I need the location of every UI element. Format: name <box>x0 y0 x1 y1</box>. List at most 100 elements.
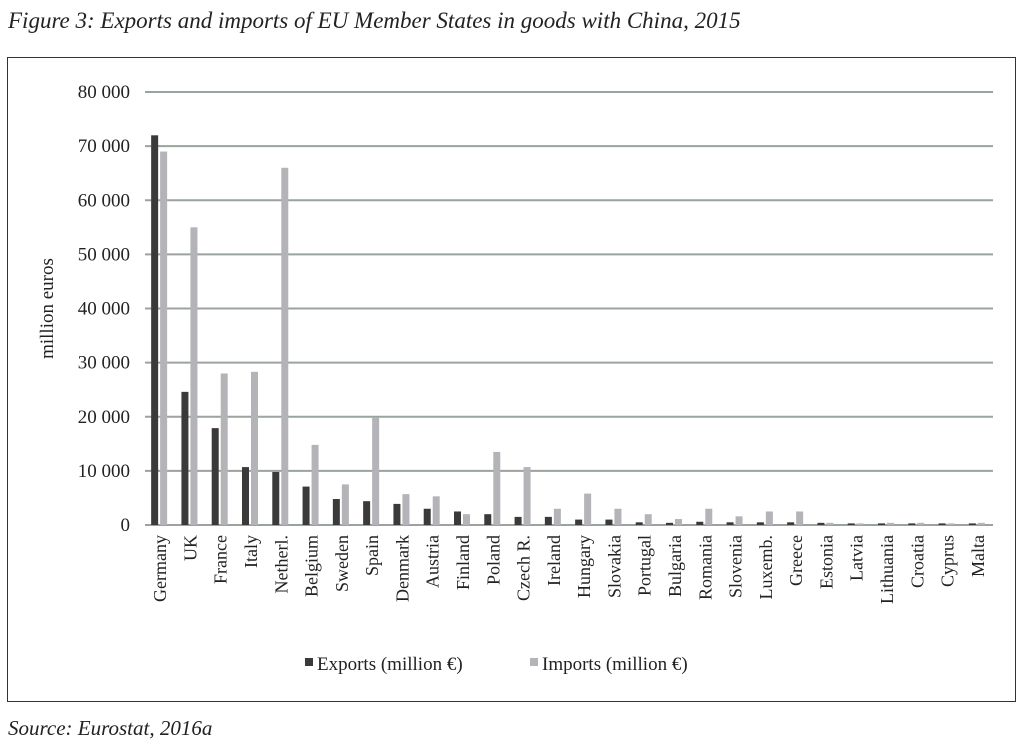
y-tick-label: 50 000 <box>78 244 130 265</box>
x-tick-label: Czech R. <box>514 535 534 601</box>
export-bar <box>575 519 583 525</box>
import-bar <box>614 508 622 525</box>
import-bar <box>796 511 804 525</box>
x-tick-label: Latvia <box>847 535 867 581</box>
import-bar <box>220 373 228 525</box>
export-bar <box>756 522 764 525</box>
export-bar <box>302 486 310 525</box>
import-bar <box>947 523 955 525</box>
export-bar <box>938 523 946 525</box>
export-bar <box>514 516 522 525</box>
export-bar <box>605 519 613 525</box>
import-bar <box>281 167 289 525</box>
export-bar <box>363 501 371 525</box>
export-bar <box>787 522 795 525</box>
x-tick-label: Hungary <box>574 535 594 598</box>
import-bar <box>917 522 925 525</box>
import-bar <box>372 417 380 525</box>
x-tick-label: Poland <box>483 535 503 585</box>
x-tick-label: Portugal <box>635 535 655 596</box>
import-bar <box>977 522 985 525</box>
import-bar <box>402 494 410 525</box>
import-bar <box>765 511 773 525</box>
import-bar <box>705 508 713 525</box>
x-tick-label: Italy <box>241 535 261 568</box>
export-bar <box>393 503 401 525</box>
x-tick-label: Cyprus <box>938 535 958 587</box>
x-tick-label: Netherl. <box>271 535 291 593</box>
x-tick-label: Denmark <box>392 535 412 602</box>
export-bar <box>272 471 280 525</box>
export-bar <box>878 523 885 525</box>
import-bar <box>584 493 592 525</box>
x-tick-label: Luxemb. <box>756 535 776 600</box>
y-tick-label: 60 000 <box>78 190 130 211</box>
x-tick-label: Spain <box>362 535 382 576</box>
source-note: Source: Eurostat, 2016a <box>8 716 213 740</box>
y-tick-label: 20 000 <box>78 407 130 428</box>
export-bar <box>454 511 461 525</box>
export-bar <box>968 523 976 525</box>
y-tick-label: 70 000 <box>78 136 130 157</box>
export-bar <box>211 428 219 525</box>
export-bar <box>544 516 552 525</box>
legend-swatch <box>305 658 313 666</box>
import-bar <box>493 451 501 525</box>
y-tick-label: 30 000 <box>78 353 130 374</box>
import-bar <box>735 516 743 525</box>
x-tick-label: Romania <box>695 535 715 600</box>
x-tick-label: Greece <box>786 535 806 586</box>
legend-swatch <box>530 658 538 666</box>
figure-title: Figure 3: Exports and imports of EU Memb… <box>8 8 741 33</box>
export-bar <box>181 391 189 525</box>
export-bar <box>242 467 249 525</box>
export-bar <box>847 523 855 525</box>
x-tick-label: Ireland <box>544 535 564 586</box>
import-bar <box>432 496 440 525</box>
import-bar <box>523 467 531 525</box>
y-tick-label: 80 000 <box>78 82 130 103</box>
import-bar <box>311 444 319 525</box>
import-bar <box>675 519 682 525</box>
x-tick-label: Finland <box>453 535 473 590</box>
import-bar <box>341 484 349 525</box>
export-bar <box>666 522 673 525</box>
import-bar <box>463 514 470 525</box>
y-tick-label: 40 000 <box>78 299 130 320</box>
x-tick-label: Croatia <box>907 535 927 588</box>
x-tick-label: France <box>211 535 231 584</box>
export-bar <box>908 523 916 525</box>
y-tick-label: 10 000 <box>78 461 130 482</box>
x-tick-label: Slovenia <box>726 535 746 598</box>
x-tick-label: Malta <box>968 535 988 577</box>
x-tick-label: Austria <box>423 535 443 588</box>
import-bar <box>190 227 198 525</box>
export-bar <box>817 522 825 525</box>
x-tick-label: UK <box>180 535 200 561</box>
import-bar <box>553 508 561 525</box>
export-bar <box>484 514 492 525</box>
x-tick-label: Lithuania <box>877 535 897 604</box>
export-bar <box>635 522 643 525</box>
legend-label: Exports (million €) <box>317 654 463 675</box>
import-bar <box>644 514 652 525</box>
y-axis-label: million euros <box>37 258 58 359</box>
export-bar <box>151 135 159 526</box>
import-bar <box>887 522 894 525</box>
chart-frame <box>7 57 1016 702</box>
x-tick-label: Bulgaria <box>665 535 685 597</box>
legend-label: Imports (million €) <box>542 654 688 675</box>
x-tick-label: Estonia <box>816 535 836 589</box>
x-tick-label: Slovakia <box>604 535 624 598</box>
import-bar <box>160 151 168 525</box>
import-bar <box>856 523 864 525</box>
x-tick-label: Germany <box>150 535 170 602</box>
import-bar <box>251 371 258 525</box>
export-bar <box>332 499 340 525</box>
export-bar <box>423 508 431 525</box>
export-bar <box>726 522 734 525</box>
import-bar <box>826 522 834 525</box>
export-bar <box>696 521 704 525</box>
x-tick-label: Sweden <box>332 535 352 592</box>
